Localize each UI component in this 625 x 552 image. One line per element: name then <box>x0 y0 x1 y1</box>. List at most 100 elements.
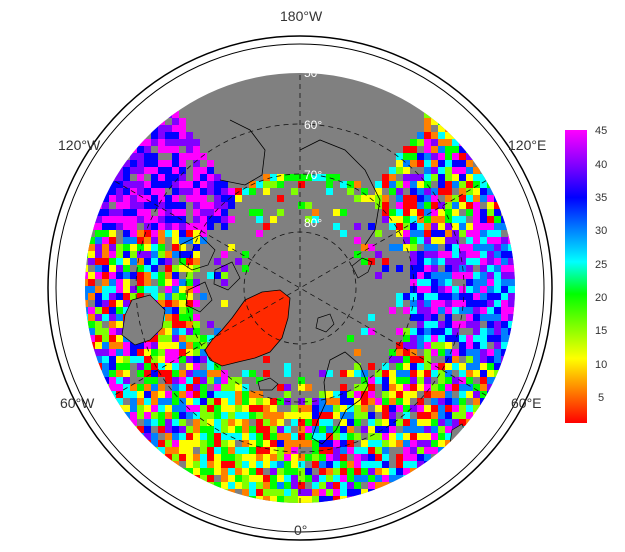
data-pixel <box>480 258 487 265</box>
data-pixel <box>466 230 473 237</box>
data-pixel <box>123 174 130 181</box>
data-pixel <box>256 433 263 440</box>
data-pixel <box>144 377 151 384</box>
data-pixel <box>424 328 431 335</box>
data-pixel <box>172 139 179 146</box>
data-pixel <box>340 209 347 216</box>
data-pixel <box>144 167 151 174</box>
data-pixel <box>242 405 249 412</box>
data-pixel <box>144 342 151 349</box>
data-pixel <box>354 475 361 482</box>
data-pixel <box>123 356 130 363</box>
data-pixel <box>109 230 116 237</box>
data-pixel <box>431 195 438 202</box>
data-pixel <box>305 454 312 461</box>
data-pixel <box>193 440 200 447</box>
data-pixel <box>235 258 242 265</box>
data-pixel <box>298 412 305 419</box>
data-pixel <box>438 125 445 132</box>
data-pixel <box>172 146 179 153</box>
data-pixel <box>200 223 207 230</box>
data-pixel <box>186 279 193 286</box>
data-pixel <box>207 321 214 328</box>
data-pixel <box>326 370 333 377</box>
data-pixel <box>88 272 95 279</box>
data-pixel <box>480 216 487 223</box>
data-pixel <box>459 272 466 279</box>
data-pixel <box>494 314 501 321</box>
data-pixel <box>361 398 368 405</box>
data-pixel <box>109 181 116 188</box>
data-pixel <box>221 405 228 412</box>
data-pixel <box>277 447 284 454</box>
data-pixel <box>417 258 424 265</box>
data-pixel <box>130 216 137 223</box>
data-pixel <box>305 496 312 503</box>
data-pixel <box>417 293 424 300</box>
data-pixel <box>221 426 228 433</box>
data-pixel <box>403 398 410 405</box>
data-pixel <box>165 293 172 300</box>
data-pixel <box>270 174 277 181</box>
data-pixel <box>452 363 459 370</box>
data-pixel <box>277 195 284 202</box>
data-pixel <box>263 440 270 447</box>
data-pixel <box>291 454 298 461</box>
data-pixel <box>179 132 186 139</box>
data-pixel <box>179 237 186 244</box>
data-pixel <box>193 139 200 146</box>
data-pixel <box>95 321 102 328</box>
data-pixel <box>487 328 494 335</box>
data-pixel <box>326 391 333 398</box>
data-pixel <box>172 328 179 335</box>
data-pixel <box>256 447 263 454</box>
data-pixel <box>165 447 172 454</box>
data-pixel <box>179 398 186 405</box>
data-pixel <box>186 363 193 370</box>
data-pixel <box>438 398 445 405</box>
data-pixel <box>116 384 123 391</box>
data-pixel <box>158 209 165 216</box>
data-pixel <box>151 419 158 426</box>
data-pixel <box>116 209 123 216</box>
data-pixel <box>298 496 305 503</box>
data-pixel <box>88 244 95 251</box>
data-pixel <box>473 209 480 216</box>
data-pixel <box>298 482 305 489</box>
data-pixel <box>200 230 207 237</box>
data-pixel <box>347 405 354 412</box>
data-pixel <box>473 286 480 293</box>
data-pixel <box>130 251 137 258</box>
data-pixel <box>95 244 102 251</box>
data-pixel <box>459 321 466 328</box>
data-pixel <box>165 356 172 363</box>
data-pixel <box>340 489 347 496</box>
data-pixel <box>207 174 214 181</box>
data-pixel <box>228 195 235 202</box>
data-pixel <box>459 146 466 153</box>
data-pixel <box>424 384 431 391</box>
data-pixel <box>151 433 158 440</box>
data-pixel <box>158 363 165 370</box>
data-pixel <box>410 202 417 209</box>
data-pixel <box>347 475 354 482</box>
data-pixel <box>368 454 375 461</box>
data-pixel <box>109 349 116 356</box>
data-pixel <box>473 391 480 398</box>
data-pixel <box>263 496 270 503</box>
data-pixel <box>452 146 459 153</box>
data-pixel <box>137 356 144 363</box>
data-pixel <box>487 293 494 300</box>
data-pixel <box>417 314 424 321</box>
data-pixel <box>186 440 193 447</box>
data-pixel <box>508 279 515 286</box>
data-pixel <box>480 391 487 398</box>
data-pixel <box>95 258 102 265</box>
data-pixel <box>263 475 270 482</box>
data-pixel <box>347 482 354 489</box>
data-pixel <box>361 468 368 475</box>
colorbar-tick-15: 15 <box>595 325 607 337</box>
data-pixel <box>221 279 228 286</box>
data-pixel <box>396 461 403 468</box>
data-pixel <box>438 391 445 398</box>
